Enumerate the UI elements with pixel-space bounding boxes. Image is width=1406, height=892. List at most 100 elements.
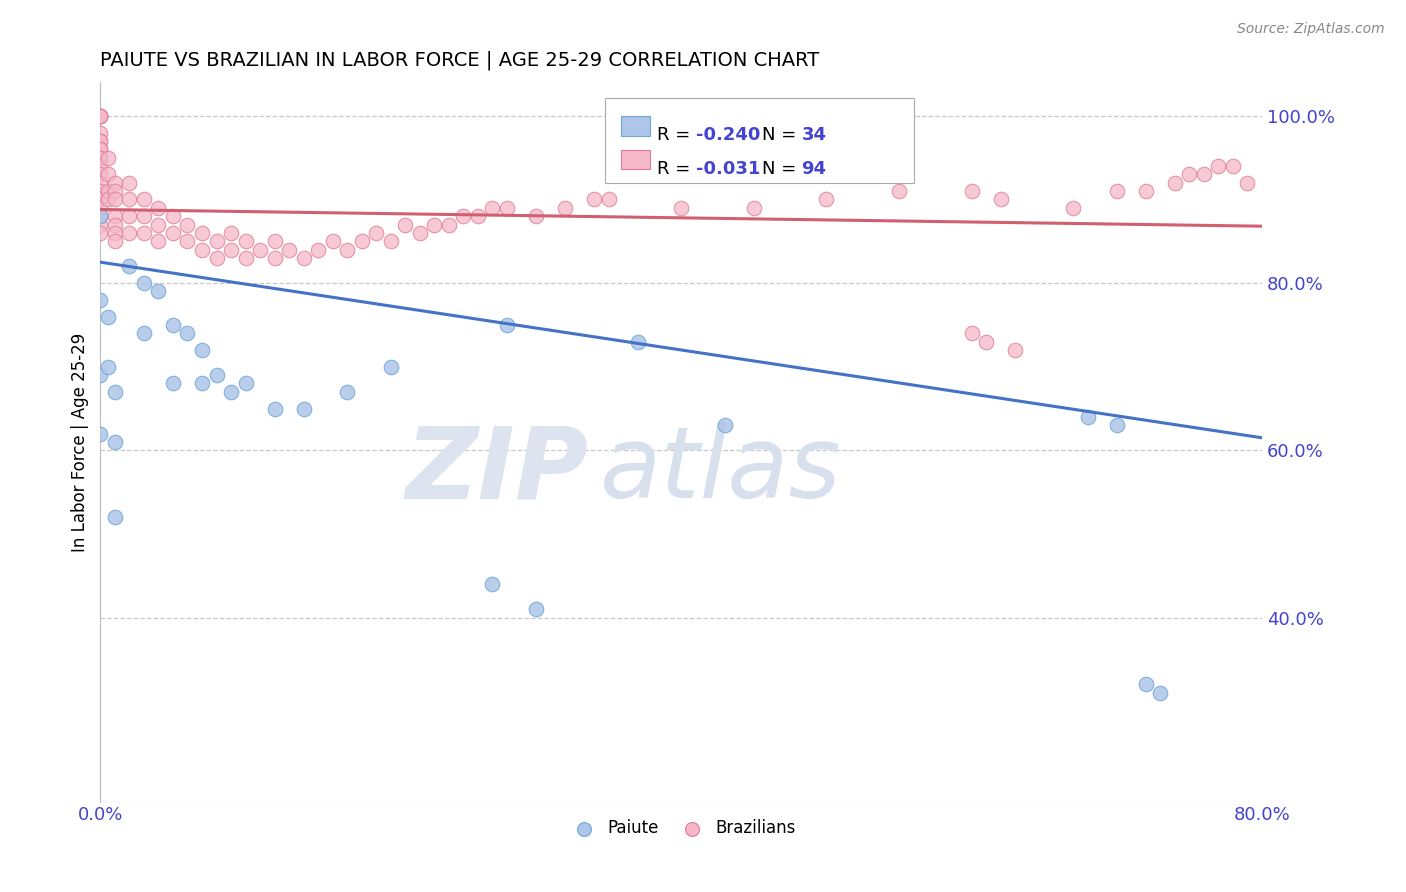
Point — [148, 285, 170, 299]
Text: R =: R = — [657, 160, 696, 178]
Point — [960, 184, 983, 198]
Point — [118, 260, 141, 274]
Point — [132, 209, 155, 223]
Point — [887, 184, 910, 198]
Point — [1105, 418, 1128, 433]
Point — [89, 176, 111, 190]
Point — [524, 209, 547, 223]
Point — [380, 359, 402, 374]
Text: ZIP: ZIP — [405, 422, 588, 519]
Point — [974, 334, 997, 349]
Point — [191, 226, 214, 240]
Point — [263, 401, 285, 416]
Text: R =: R = — [657, 126, 696, 144]
Point — [235, 234, 257, 248]
Point — [191, 376, 214, 391]
Point — [307, 243, 329, 257]
Point — [496, 318, 519, 332]
Text: atlas: atlas — [600, 422, 841, 519]
Point — [89, 142, 111, 156]
Point — [1135, 184, 1157, 198]
Point — [89, 209, 111, 223]
Point — [89, 184, 111, 198]
Point — [89, 109, 111, 123]
Point — [89, 109, 111, 123]
Text: N =: N = — [762, 160, 801, 178]
Point — [263, 234, 285, 248]
Point — [162, 226, 184, 240]
Point — [235, 251, 257, 265]
Point — [104, 510, 127, 524]
Legend: Paiute, Brazilians: Paiute, Brazilians — [560, 813, 801, 844]
Point — [104, 193, 127, 207]
Point — [104, 234, 127, 248]
Point — [219, 243, 242, 257]
Point — [350, 234, 373, 248]
Point — [219, 226, 242, 240]
Point — [89, 126, 111, 140]
Point — [1208, 159, 1230, 173]
Point — [104, 209, 127, 223]
Point — [118, 176, 141, 190]
Point — [380, 234, 402, 248]
Point — [278, 243, 301, 257]
Point — [598, 193, 620, 207]
Point — [118, 226, 141, 240]
Point — [742, 201, 765, 215]
Point — [162, 376, 184, 391]
Point — [89, 109, 111, 123]
Point — [104, 176, 127, 190]
Point — [132, 276, 155, 290]
Point — [205, 368, 228, 382]
Point — [89, 167, 111, 181]
Point — [104, 226, 127, 240]
Point — [669, 201, 692, 215]
Point — [453, 209, 475, 223]
Point — [960, 326, 983, 341]
Point — [1149, 686, 1171, 700]
Point — [467, 209, 489, 223]
Point — [582, 193, 605, 207]
Point — [496, 201, 519, 215]
Point — [554, 201, 576, 215]
Point — [89, 159, 111, 173]
Point — [1164, 176, 1187, 190]
Point — [292, 251, 315, 265]
Point — [104, 434, 127, 449]
Point — [1178, 167, 1201, 181]
Point — [132, 193, 155, 207]
Point — [481, 201, 503, 215]
Point — [1236, 176, 1258, 190]
Point — [89, 201, 111, 215]
Point — [336, 384, 359, 399]
Point — [219, 384, 242, 399]
Point — [176, 326, 198, 341]
Point — [1105, 184, 1128, 198]
Text: N =: N = — [762, 126, 801, 144]
Point — [132, 326, 155, 341]
Point — [89, 134, 111, 148]
Point — [118, 209, 141, 223]
Point — [394, 218, 416, 232]
Point — [104, 184, 127, 198]
Point — [97, 167, 120, 181]
Point — [89, 151, 111, 165]
Point — [148, 218, 170, 232]
Point — [176, 218, 198, 232]
Point — [89, 218, 111, 232]
Point — [191, 243, 214, 257]
Point — [1222, 159, 1244, 173]
Point — [366, 226, 388, 240]
Point — [1062, 201, 1084, 215]
Point — [176, 234, 198, 248]
Point — [89, 134, 111, 148]
Point — [249, 243, 271, 257]
Point — [1004, 343, 1026, 357]
Point — [89, 293, 111, 307]
Text: -0.031: -0.031 — [696, 160, 761, 178]
Point — [89, 426, 111, 441]
Point — [205, 234, 228, 248]
Point — [104, 218, 127, 232]
Point — [89, 193, 111, 207]
Point — [423, 218, 446, 232]
